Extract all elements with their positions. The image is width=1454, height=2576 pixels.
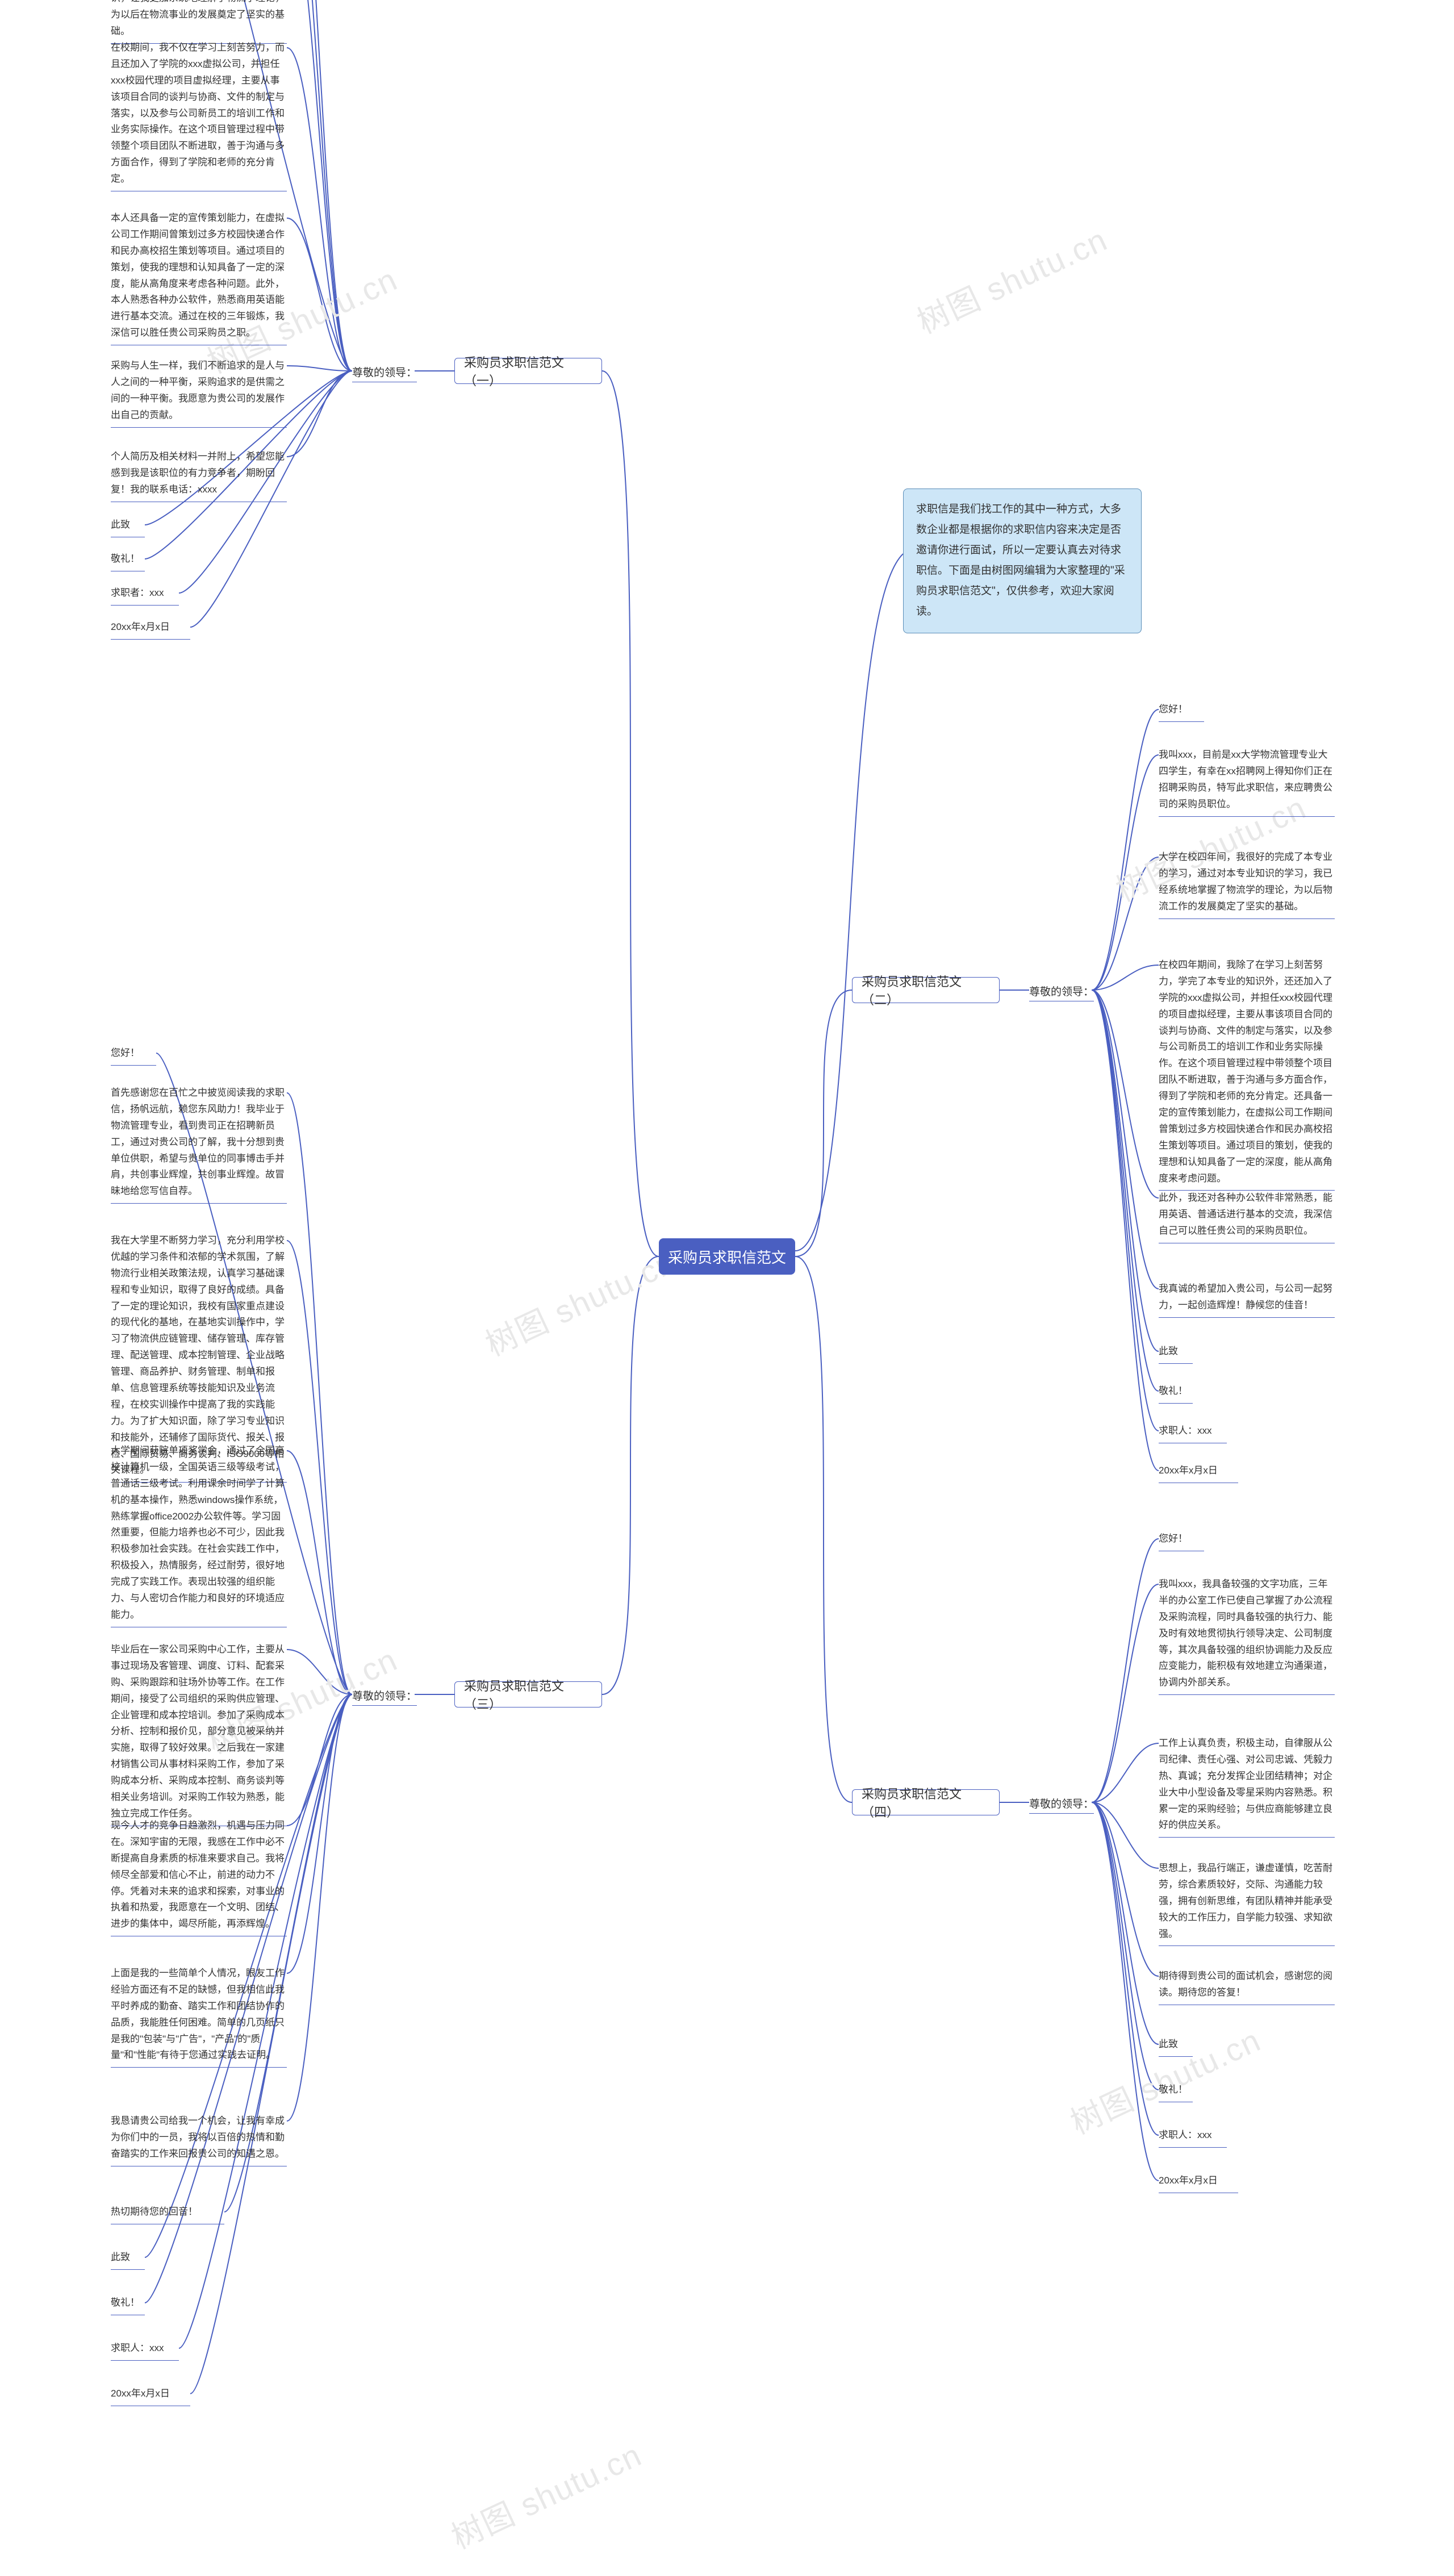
- salutation-label: 尊敬的领导：: [352, 1688, 417, 1706]
- leaf-text: 20xx年x月x日: [111, 619, 190, 640]
- branch-node: 采购员求职信范文（三）: [454, 1681, 602, 1707]
- leaf-text: 求职者：xxx: [111, 585, 179, 606]
- leaf-text: 上面是我的一些简单个人情况，眼友工作经验方面还有不足的缺憾，但我相信此我平时养成…: [111, 1965, 287, 2068]
- watermark: 树图 shutu.cn: [1062, 2015, 1268, 2143]
- watermark: 树图 shutu.cn: [477, 1237, 683, 1365]
- salutation-label: 尊敬的领导：: [1029, 983, 1094, 1001]
- leaf-text: 敬礼！: [1159, 2082, 1193, 2102]
- leaf-text: 您好！: [111, 1045, 156, 1066]
- leaf-text: 此致: [111, 2249, 145, 2270]
- leaf-text: 敬礼！: [111, 551, 145, 571]
- watermark: 树图 shutu.cn: [443, 2429, 649, 2558]
- leaf-text: 20xx年x月x日: [1159, 2173, 1238, 2193]
- intro-text: 求职信是我们找工作的其中一种方式，大多数企业都是根据你的求职信内容来决定是否邀请…: [903, 489, 1142, 633]
- leaf-text: 工作上认真负责，积极主动，自律服从公司纪律、责任心强、对公司忠诚、凭毅力热、真诚…: [1159, 1735, 1335, 1838]
- leaf-text: 首先感谢您在百忙之中披览阅读我的求职信，扬帆远航，赖您东风助力！我毕业于物流管理…: [111, 1085, 287, 1204]
- leaf-text: 敬礼！: [1159, 1383, 1193, 1404]
- leaf-text: 期待得到贵公司的面试机会，感谢您的阅读。期待您的答复！: [1159, 1968, 1335, 2005]
- leaf-text: 20xx年x月x日: [111, 2386, 190, 2406]
- leaf-text: 敬礼！: [111, 2295, 145, 2315]
- branch-node: 采购员求职信范文（二）: [852, 977, 1000, 1003]
- branch-node: 采购员求职信范文（四）: [852, 1789, 1000, 1815]
- leaf-text: 在校期间，我不仅在学习上刻苦努力，而且还加入了学院的xxx虚拟公司，并担任xxx…: [111, 40, 287, 191]
- leaf-text: 20xx年x月x日: [1159, 1463, 1238, 1483]
- leaf-text: 您好！: [1159, 702, 1204, 722]
- leaf-text: 求职人：xxx: [1159, 1423, 1227, 1443]
- salutation-label: 尊敬的领导：: [352, 364, 417, 382]
- leaf-text: 今年六月份我将正式毕业于xx大学xxxx信息技术学院物流管理专业，在校期间学到了…: [111, 0, 287, 44]
- leaf-text: 思想上，我品行端正，谦虚谨慎，吃苦耐劳，综合素质较好，交际、沟通能力较强，拥有创…: [1159, 1860, 1335, 1946]
- leaf-text: 在校四年期间，我除了在学习上刻苦努力，学完了本专业的知识外，还还加入了学院的xx…: [1159, 957, 1335, 1191]
- leaf-text: 采购与人生一样，我们不断追求的是人与人之间的一种平衡，采购追求的是供需之间的一种…: [111, 358, 287, 428]
- leaf-text: 我恳请贵公司给我一个机会，让我有幸成为你们中的一员，我将以百倍的热情和勤奋踏实的…: [111, 2113, 287, 2166]
- leaf-text: 热切期待您的回音！: [111, 2204, 224, 2224]
- leaf-text: 此外，我还对各种办公软件非常熟悉，能用英语、普通话进行基本的交流，我深信自己可以…: [1159, 1190, 1335, 1243]
- leaf-text: 此致: [1159, 1343, 1193, 1364]
- leaf-text: 求职人：xxx: [111, 2340, 179, 2361]
- leaf-text: 我叫xxx，我具备较强的文字功底，三年半的办公室工作已使自己掌握了办公流程及采购…: [1159, 1576, 1335, 1695]
- leaf-text: 大学在校四年间，我很好的完成了本专业的学习，通过对本专业知识的学习，我已经系统地…: [1159, 849, 1335, 919]
- leaf-text: 现今人才的竞争日趋激烈，机遇与压力同在。深知宇宙的无限，我感在工作中必不断提高自…: [111, 1818, 287, 1936]
- leaf-text: 求职人：xxx: [1159, 2127, 1227, 2148]
- leaf-text: 我真诚的希望加入贵公司，与公司一起努力，一起创造辉煌！静候您的佳音！: [1159, 1281, 1335, 1318]
- leaf-text: 毕业后在一家公司采购中心工作，主要从事过现场及客管理、调度、订料、配套采购、采购…: [111, 1642, 287, 1826]
- branch-node: 采购员求职信范文（一）: [454, 358, 602, 384]
- leaf-text: 个人简历及相关材料一并附上，希望您能感到我是该职位的有力竞争者，期盼回复！我的联…: [111, 449, 287, 502]
- leaf-text: 我叫xxx，目前是xx大学物流管理专业大四学生，有幸在xx招聘网上得知你们正在招…: [1159, 747, 1335, 817]
- leaf-text: 此致: [111, 517, 145, 537]
- leaf-text: 您好！: [1159, 1531, 1204, 1551]
- leaf-text: 此致: [1159, 2036, 1193, 2057]
- leaf-text: 大学期间获院单项奖学金，通过了全国高校计算机一级，全国英语三级等级考试，普通话三…: [111, 1443, 287, 1627]
- watermark: 树图 shutu.cn: [909, 214, 1114, 343]
- center-node: 采购员求职信范文: [659, 1238, 795, 1275]
- leaf-text: 本人还具备一定的宣传策划能力，在虚拟公司工作期间曾策划过多方校园快递合作和民办高…: [111, 210, 287, 345]
- salutation-label: 尊敬的领导：: [1029, 1796, 1094, 1814]
